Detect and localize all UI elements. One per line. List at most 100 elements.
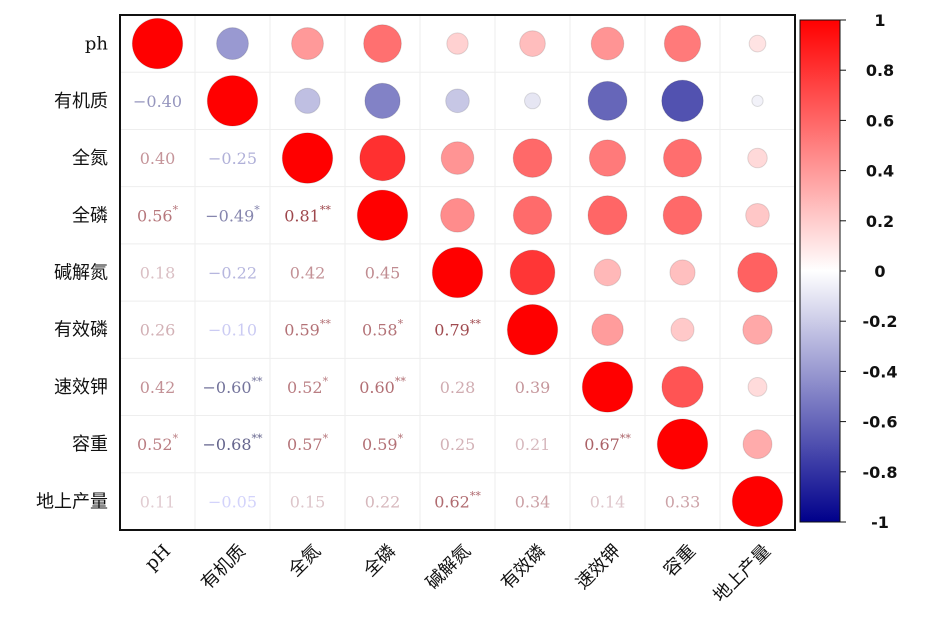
corr-circle (663, 24, 702, 63)
corr-circle (745, 202, 770, 228)
corr-value-label: 0.81** (284, 203, 331, 225)
corr-value-label: −0.68** (202, 432, 263, 454)
colorbar-tick-label: -0.8 (863, 463, 898, 482)
corr-value-label: 0.45 (365, 264, 401, 283)
colorbar-tick-label: -1 (871, 513, 889, 532)
corr-value-label: 0.34 (515, 492, 551, 511)
corr-value-label: 0.21 (515, 435, 551, 454)
colorbar-tick-label: 0.6 (866, 111, 894, 130)
corr-value-label: 0.56* (137, 203, 179, 225)
column-label: 碱解氮 (422, 541, 475, 594)
corr-circle (431, 246, 484, 299)
corr-value-label: 0.52* (137, 432, 179, 454)
row-label: 速效钾 (54, 377, 108, 398)
corr-circle (131, 17, 184, 70)
corr-value-label: 0.26 (140, 321, 176, 340)
corr-value-label: 0.28 (440, 378, 476, 397)
corr-circle (742, 314, 773, 345)
colorbar-tick-label: 0.2 (866, 212, 894, 231)
corr-circle (751, 94, 764, 107)
corr-circle (747, 377, 768, 397)
corr-value-label: −0.22 (208, 264, 257, 283)
corr-value-label: −0.10 (208, 321, 257, 340)
row-label: 地上产量 (36, 491, 108, 512)
row-label: 碱解氮 (54, 263, 108, 284)
row-label: 容重 (72, 434, 108, 455)
corr-circle (590, 26, 625, 61)
corr-value-label: 0.59** (284, 318, 331, 340)
colorbar-tick-label: -0.2 (863, 312, 898, 331)
corr-circle (587, 80, 628, 121)
corr-value-label: 0.58* (362, 318, 404, 340)
corr-circle (363, 24, 402, 63)
column-label: 全氮 (285, 541, 325, 581)
corr-circle (359, 134, 406, 182)
corr-circle (364, 82, 401, 119)
row-label: 全氮 (72, 148, 108, 169)
corr-circle (216, 27, 249, 61)
corr-circle (512, 195, 553, 235)
corr-circle (731, 475, 784, 528)
corr-circle (445, 88, 470, 114)
corr-value-label: 0.59* (362, 432, 404, 454)
corr-circle (742, 429, 773, 460)
corr-value-label: 0.52* (287, 375, 329, 397)
column-label: 地上产量 (709, 541, 775, 607)
column-labels: pH 有机质 全氮 全磷 碱解氮 有效磷 速效钾 容重 地上产量 (141, 541, 775, 607)
grid-lines (120, 15, 795, 530)
colorbar-tick-label: 1 (874, 11, 885, 30)
corr-value-label: 0.60** (359, 375, 406, 397)
corr-value-label: −0.25 (208, 149, 257, 168)
corr-circle (661, 365, 704, 409)
colorbar-ticks: 1 0.8 0.6 0.4 0.2 0 -0.2 -0.4 -0.6 -0.8 -1 (840, 11, 897, 532)
corr-value-label: 0.33 (665, 492, 701, 511)
row-label: 全磷 (72, 205, 108, 226)
corr-circle (524, 92, 541, 110)
corr-circle (662, 195, 703, 236)
colorbar-tick-label: 0.4 (866, 162, 894, 181)
column-label: 容重 (660, 541, 700, 581)
corr-circle (291, 27, 324, 61)
corr-value-label: 0.79** (434, 318, 481, 340)
corr-circle (593, 258, 622, 287)
corr-value-label: 0.39 (515, 378, 551, 397)
column-label: 有效磷 (497, 541, 550, 594)
correlation-marks: −0.40 0.40 −0.25 0.56* −0.49* 0.81** 0.18 −0.22… (131, 17, 784, 528)
corr-value-label: 0.25 (440, 435, 476, 454)
corr-value-label: 0.42 (290, 264, 326, 283)
corr-circle (506, 304, 559, 356)
corr-circle (587, 195, 628, 236)
colorbar-tick-label: 0 (874, 262, 885, 281)
row-label: ph (85, 34, 109, 55)
corr-circle (748, 34, 767, 53)
corr-circle (519, 30, 546, 57)
plot-frame (119, 14, 796, 531)
corr-circle (294, 87, 321, 114)
corr-value-label: 0.57* (287, 432, 329, 454)
corr-value-label: 0.14 (590, 492, 626, 511)
corr-value-label: 0.42 (140, 378, 176, 397)
corr-value-label: 0.62** (434, 489, 481, 511)
corr-circle (281, 132, 334, 184)
column-label: pH (141, 541, 175, 575)
row-label: 有效磷 (54, 320, 108, 341)
corr-circle (656, 418, 709, 470)
corr-circle (661, 79, 704, 123)
corr-circle (591, 313, 624, 346)
corr-circle (206, 75, 259, 127)
corr-circle (509, 249, 556, 296)
corr-circle (440, 197, 475, 233)
corr-value-label: −0.40 (133, 92, 182, 111)
corr-circle (669, 259, 696, 286)
corr-circle (670, 317, 695, 342)
corr-circle (446, 32, 469, 55)
row-label: 有机质 (54, 91, 108, 112)
corr-circle (662, 138, 703, 178)
corr-value-label: 0.40 (140, 149, 176, 168)
colorbar-tick-label: 0.8 (866, 61, 894, 80)
corr-circle (737, 252, 778, 293)
corr-circle (588, 139, 627, 177)
corr-circle (747, 147, 768, 169)
